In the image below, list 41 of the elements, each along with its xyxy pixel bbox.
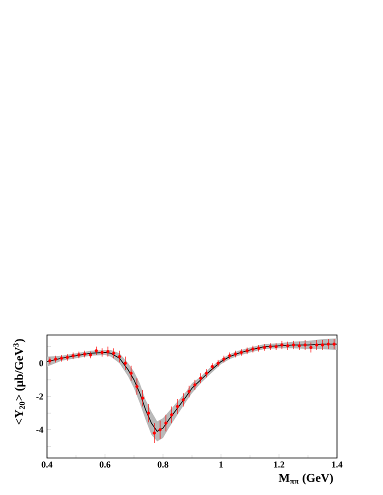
point (320, 343, 324, 347)
point (309, 346, 313, 350)
point (292, 343, 296, 347)
point (326, 342, 330, 346)
y-tick-label: -2 (36, 394, 44, 400)
point (106, 350, 110, 354)
y-axis-title: <Y$_{20}$> (μb/GeV$^{3}$) (13, 339, 26, 424)
point (280, 343, 284, 347)
point (100, 350, 104, 354)
x-tick-label: 0.4 (42, 462, 52, 468)
point (135, 384, 138, 388)
x-tick-label: 0.8 (158, 462, 168, 468)
point (152, 431, 156, 435)
x-tick-label: 1.2 (274, 462, 284, 468)
point (199, 376, 202, 380)
point (158, 428, 162, 432)
point (118, 355, 122, 358)
y-tick-label: 0 (39, 360, 44, 366)
point (141, 396, 144, 400)
point (332, 342, 336, 346)
point (188, 390, 191, 394)
point (112, 352, 116, 355)
point (94, 349, 98, 352)
point (182, 398, 185, 402)
y-tick-label: -4 (36, 426, 44, 433)
x-tick-label: 0.6 (100, 462, 110, 468)
point (146, 412, 150, 415)
point (176, 404, 180, 408)
point (204, 372, 208, 375)
point (315, 343, 318, 347)
point (170, 413, 174, 416)
point (124, 362, 127, 365)
point (298, 344, 301, 348)
point (304, 343, 307, 347)
point (193, 383, 197, 386)
x-tick-label: 1 (219, 462, 223, 468)
point (130, 372, 133, 375)
point (286, 344, 290, 348)
x-tick-label: 1.4 (332, 462, 342, 468)
x-axis-title: M$_{ππ}$ (GeV) (278, 474, 333, 484)
point (164, 421, 168, 425)
